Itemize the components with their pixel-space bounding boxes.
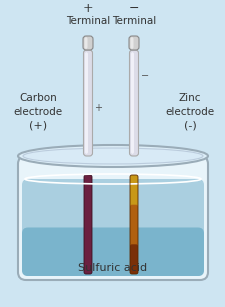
Text: +: +	[82, 2, 93, 14]
FancyBboxPatch shape	[83, 50, 92, 156]
Text: Zinc
electrode: Zinc electrode	[165, 93, 214, 117]
FancyBboxPatch shape	[129, 244, 137, 274]
FancyBboxPatch shape	[84, 37, 87, 49]
Ellipse shape	[18, 145, 207, 167]
Text: −: −	[128, 2, 139, 14]
FancyBboxPatch shape	[129, 50, 138, 156]
FancyBboxPatch shape	[129, 205, 137, 274]
Text: Terminal: Terminal	[65, 16, 110, 26]
Text: (-): (-)	[183, 120, 196, 130]
FancyBboxPatch shape	[22, 179, 203, 276]
FancyBboxPatch shape	[85, 52, 88, 154]
Text: Carbon
electrode: Carbon electrode	[13, 93, 62, 117]
FancyBboxPatch shape	[84, 175, 92, 274]
Text: −: −	[140, 72, 148, 81]
FancyBboxPatch shape	[128, 36, 138, 50]
Text: Terminal: Terminal	[111, 16, 155, 26]
FancyBboxPatch shape	[129, 175, 137, 244]
FancyBboxPatch shape	[22, 227, 203, 276]
Ellipse shape	[23, 148, 202, 164]
Text: +: +	[94, 103, 102, 113]
FancyBboxPatch shape	[130, 37, 133, 49]
Text: (+): (+)	[29, 120, 47, 130]
FancyBboxPatch shape	[18, 156, 207, 280]
Text: Sulfuric acid: Sulfuric acid	[78, 263, 147, 273]
FancyBboxPatch shape	[130, 52, 133, 154]
FancyBboxPatch shape	[83, 36, 93, 50]
